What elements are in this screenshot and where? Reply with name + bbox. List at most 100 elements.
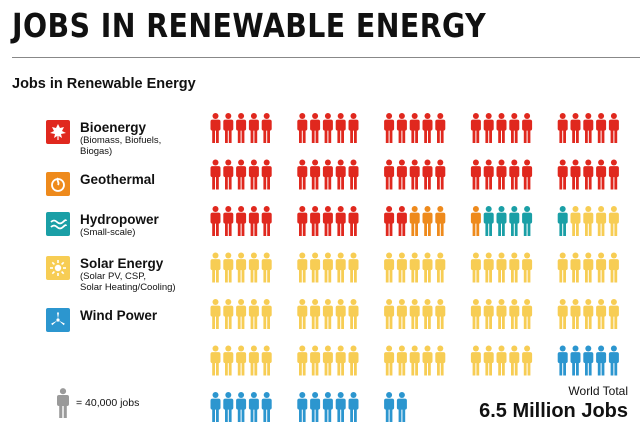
person-icon-bioenergy bbox=[435, 113, 446, 143]
person-unit-icon bbox=[57, 388, 69, 418]
person-icon-solar-energy bbox=[557, 252, 568, 283]
person-icon-solar-energy bbox=[310, 345, 321, 376]
person-icon-solar-energy bbox=[384, 252, 395, 283]
person-icon-solar-energy bbox=[596, 299, 607, 329]
person-icon-solar-energy bbox=[396, 252, 407, 283]
person-icon-bioenergy bbox=[322, 159, 333, 190]
person-icon-bioenergy bbox=[248, 113, 259, 143]
person-icon-solar-energy bbox=[310, 252, 321, 283]
person-icon-bioenergy bbox=[248, 159, 259, 190]
person-icon-solar-energy bbox=[236, 299, 247, 329]
person-icon-solar-energy bbox=[522, 299, 533, 329]
person-icon-hydropower bbox=[522, 206, 533, 236]
person-icon-solar-energy bbox=[384, 299, 395, 329]
world-total-value: 6.5 Million Jobs bbox=[479, 400, 628, 422]
person-icon-bioenergy bbox=[570, 159, 581, 190]
person-icon-wind-power bbox=[348, 392, 359, 422]
person-icon-solar-energy bbox=[509, 299, 520, 329]
person-icon-bioenergy bbox=[223, 159, 234, 190]
person-icon-solar-energy bbox=[335, 345, 346, 376]
person-icon-bioenergy bbox=[310, 113, 321, 143]
person-icon-solar-energy bbox=[384, 345, 395, 376]
person-icon-solar-energy bbox=[522, 252, 533, 283]
person-icon-bioenergy bbox=[608, 113, 619, 143]
person-icon-bioenergy bbox=[322, 113, 333, 143]
person-icon-solar-energy bbox=[210, 299, 221, 329]
person-icon-wind-power bbox=[223, 392, 234, 422]
person-icon-solar-energy bbox=[557, 299, 568, 329]
person-icon-wind-power bbox=[557, 345, 568, 376]
person-icon-bioenergy bbox=[596, 113, 607, 143]
person-icon-bioenergy bbox=[422, 159, 433, 190]
person-icon-wind-power bbox=[583, 345, 594, 376]
person-icon-solar-energy bbox=[223, 345, 234, 376]
legend-label: Hydropower bbox=[80, 212, 159, 227]
geothermal-icon bbox=[46, 172, 70, 196]
person-icon-bioenergy bbox=[348, 206, 359, 236]
waves-icon bbox=[46, 212, 70, 236]
person-icon-solar-energy bbox=[335, 299, 346, 329]
scale-note: = 40,000 jobs bbox=[56, 388, 139, 418]
person-icon-solar-energy bbox=[223, 299, 234, 329]
person-icon-bioenergy bbox=[335, 206, 346, 236]
person-icon-solar-energy bbox=[483, 299, 494, 329]
person-icon-bioenergy bbox=[509, 113, 520, 143]
person-icon-wind-power bbox=[570, 345, 581, 376]
legend-label: Bioenergy bbox=[80, 120, 147, 135]
person-icon-solar-energy bbox=[422, 345, 433, 376]
person-icon-bioenergy bbox=[396, 159, 407, 190]
person-icon-bioenergy bbox=[422, 113, 433, 143]
person-icon-solar-energy bbox=[435, 345, 446, 376]
person-icon-bioenergy bbox=[496, 159, 507, 190]
legend-sublabel: (Biomass, Biofuels, Biogas) bbox=[80, 135, 162, 157]
legend-sublabel: (Solar PV, CSP, Solar Heating/Cooling) bbox=[80, 271, 176, 293]
person-icon-solar-energy bbox=[348, 345, 359, 376]
person-icon-wind-power bbox=[210, 392, 221, 422]
sun-icon bbox=[46, 256, 70, 280]
person-icon-solar-energy bbox=[570, 299, 581, 329]
legend-item-wind-power: Wind Power bbox=[46, 308, 157, 332]
person-icon-solar-energy bbox=[422, 252, 433, 283]
person-icon-bioenergy bbox=[297, 206, 308, 236]
person-icon-bioenergy bbox=[348, 159, 359, 190]
person-icon-solar-energy bbox=[608, 299, 619, 329]
person-icon-bioenergy bbox=[261, 159, 272, 190]
leaf-icon bbox=[46, 120, 70, 144]
person-icon-wind-power bbox=[608, 345, 619, 376]
person-icon-solar-energy bbox=[310, 299, 321, 329]
person-icon-wind-power bbox=[236, 392, 247, 422]
person-icon-bioenergy bbox=[608, 159, 619, 190]
person-icon-solar-energy bbox=[248, 252, 259, 283]
person-icon-solar-energy bbox=[210, 252, 221, 283]
person-icon-bioenergy bbox=[384, 206, 395, 236]
chart-subtitle: Jobs in Renewable Energy bbox=[12, 76, 196, 92]
person-icon-solar-energy bbox=[348, 252, 359, 283]
person-icon-bioenergy bbox=[261, 113, 272, 143]
person-icon-solar-energy bbox=[509, 252, 520, 283]
person-icon-wind-power bbox=[396, 392, 407, 422]
person-icon-solar-energy bbox=[210, 345, 221, 376]
person-icon-bioenergy bbox=[583, 159, 594, 190]
person-icon-solar-energy bbox=[261, 345, 272, 376]
world-total: World Total 6.5 Million Jobs bbox=[479, 384, 628, 423]
person-icon-wind-power bbox=[596, 345, 607, 376]
person-icon-bioenergy bbox=[210, 159, 221, 190]
person-icon-bioenergy bbox=[596, 159, 607, 190]
person-icon-solar-energy bbox=[261, 252, 272, 283]
person-icon-solar-energy bbox=[522, 345, 533, 376]
person-icon-solar-energy bbox=[596, 252, 607, 283]
person-icon-solar-energy bbox=[570, 252, 581, 283]
person-icon-wind-power bbox=[297, 392, 308, 422]
legend-label: Solar Energy bbox=[80, 256, 164, 271]
person-icon-bioenergy bbox=[310, 206, 321, 236]
person-icon-solar-energy bbox=[322, 345, 333, 376]
person-icon-solar-energy bbox=[335, 252, 346, 283]
person-icon-bioenergy bbox=[470, 159, 481, 190]
world-total-label: World Total bbox=[568, 384, 628, 398]
person-icon-solar-energy bbox=[422, 299, 433, 329]
person-icon-solar-energy bbox=[470, 345, 481, 376]
person-icon-bioenergy bbox=[435, 159, 446, 190]
person-icon-solar-energy bbox=[435, 252, 446, 283]
person-icon-solar-energy bbox=[583, 299, 594, 329]
